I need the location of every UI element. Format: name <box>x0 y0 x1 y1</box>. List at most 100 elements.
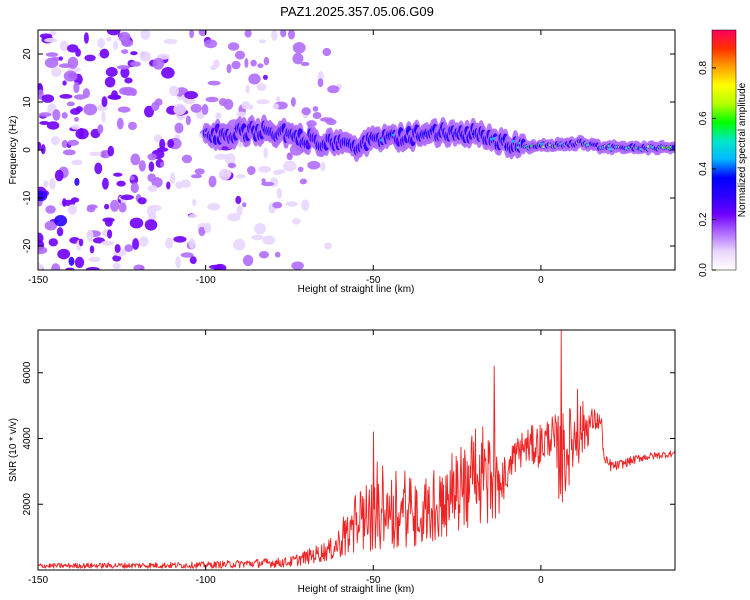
heatmap-noise-cell <box>210 65 218 71</box>
heatmap-noise-cell <box>242 202 247 208</box>
heatmap-noise-cell <box>235 174 246 179</box>
colorbar-tick-label: 0.6 <box>698 111 709 125</box>
heatmap-noise-cell <box>258 39 266 44</box>
heatmap-noise-cell <box>254 223 266 235</box>
heatmap-noise-cell <box>261 178 266 184</box>
heatmap-noise-cell <box>242 254 254 267</box>
heatmap-noise-cell <box>87 204 98 210</box>
snr-x-axis-label: Height of straight line (km) <box>298 584 415 595</box>
colorbar-gradient <box>711 29 737 271</box>
heatmap-noise-cell <box>152 57 165 70</box>
heatmap-noise-cell <box>38 190 48 202</box>
colorbar-tick-label: 0.4 <box>698 162 709 176</box>
heatmap-noise-cell <box>50 136 60 146</box>
heatmap-noise-cell <box>51 67 62 77</box>
heatmap-noise-cell <box>300 61 310 67</box>
heatmap-noise-cell <box>99 48 110 59</box>
heatmap-noise-cell <box>62 198 67 207</box>
heatmap-noise-cell <box>57 248 71 260</box>
heatmap-noise-cell <box>192 199 197 206</box>
heatmap-noise-cell <box>118 202 127 213</box>
heatmap-noise-cell <box>169 85 179 97</box>
heatmap-noise-cell <box>292 52 304 65</box>
x-tick-label: -150 <box>28 575 48 586</box>
heatmap-noise-cell <box>204 222 212 234</box>
heatmap-noise-cell <box>201 104 209 115</box>
colorbar-label: Normalized spectral amplitude <box>737 82 748 217</box>
heatmap-noise-cell <box>62 149 76 156</box>
heatmap-noise-cell <box>130 153 141 166</box>
heatmap-noise-cell <box>174 134 181 140</box>
heatmap-noise-cell <box>151 177 163 188</box>
heatmap-noise-cell <box>274 251 281 258</box>
heatmap-noise-cell <box>52 109 61 121</box>
heatmap-noise-cell <box>113 40 119 50</box>
heatmap-noise-cell <box>263 56 270 66</box>
heatmap-noise-cell <box>241 101 250 110</box>
heatmap-noise-cell <box>324 242 332 250</box>
heatmap-noise-cell <box>44 37 58 43</box>
heatmap-noise-cell <box>175 256 181 269</box>
heatmap-noise-cell <box>56 227 64 237</box>
heatmap-noise-cell <box>130 182 139 194</box>
heatmap-noise-cell <box>137 197 147 205</box>
heatmap-noise-cell <box>59 40 69 51</box>
heatmap-noise-cell <box>317 78 324 87</box>
heatmap-noise-cell <box>190 103 202 113</box>
heatmap-noise-cell <box>156 147 169 152</box>
heatmap-noise-cell <box>198 30 207 37</box>
chart-title: PAZ1.2025.357.05.06.G09 <box>280 4 434 19</box>
heatmap-noise-cell <box>262 74 268 80</box>
colorbar-tick-label: 0.2 <box>698 212 709 226</box>
heatmap-noise-cell <box>283 160 297 172</box>
heatmap-noise-cell <box>189 30 194 39</box>
heatmap-noise-cell <box>84 54 96 62</box>
heatmap-noise-cell <box>116 117 124 130</box>
heatmap-noise-cell <box>165 237 174 249</box>
heatmap-noise-cell <box>83 103 98 116</box>
heatmap-noise-cell <box>124 244 134 252</box>
heatmap-noise-cell <box>45 52 59 57</box>
heatmap-noise-cell <box>112 262 122 270</box>
heatmap-noise-cell <box>288 30 295 40</box>
heatmap-noise-cell <box>74 256 85 268</box>
heatmap-noise-cell <box>97 38 106 49</box>
heatmap-noise-cell <box>120 67 130 79</box>
snr-axes: -150 -100 -50 0 2000 4000 6000 <box>22 330 675 586</box>
heatmap-noise-cell <box>174 122 184 134</box>
heatmap-noise-cell <box>110 199 120 212</box>
heatmap-noise-cell <box>129 176 135 181</box>
heatmap-noise-cell <box>65 267 75 270</box>
heatmap-noise-cell <box>106 30 121 36</box>
heatmap-noise-cell <box>121 49 129 54</box>
y-tick-label: 10 <box>22 96 33 108</box>
heatmap-noise-cell <box>75 48 81 57</box>
heatmap-noise-cell <box>104 203 110 210</box>
heatmap-noise-cell <box>132 238 140 250</box>
y-tick-label: 20 <box>22 48 33 60</box>
heatmap-noise-cell <box>147 185 158 192</box>
heatmap-noise-cell <box>86 229 94 242</box>
heatmap-noise-cell <box>170 172 176 185</box>
heatmap-noise-cell <box>262 235 276 245</box>
heatmap-noise-cell <box>61 139 68 149</box>
heatmap-noise-cell <box>180 252 194 258</box>
heatmap-noise-cell <box>245 84 250 94</box>
heatmap-noise-cell <box>215 112 222 119</box>
heatmap-noise-cell <box>122 87 136 96</box>
heatmap-noise-cell <box>117 106 131 113</box>
heatmap-noise-cell <box>251 234 264 241</box>
heatmap-noise-cell <box>148 211 157 222</box>
heatmap-noise-cell <box>78 238 84 247</box>
heatmap-noise-cell <box>290 97 296 107</box>
heatmap-noise-cell <box>45 205 56 214</box>
heatmap-noise-cell <box>128 121 137 131</box>
heatmap-noise-cell <box>292 218 301 225</box>
heatmap-noise-cell <box>38 141 42 151</box>
heatmap-noise-cell <box>227 213 241 222</box>
heatmap-noise-cell <box>231 60 241 70</box>
heatmap-noise-cell <box>205 96 219 103</box>
heatmap-noise-cell <box>68 256 75 266</box>
x-tick-label: 0 <box>538 575 544 586</box>
